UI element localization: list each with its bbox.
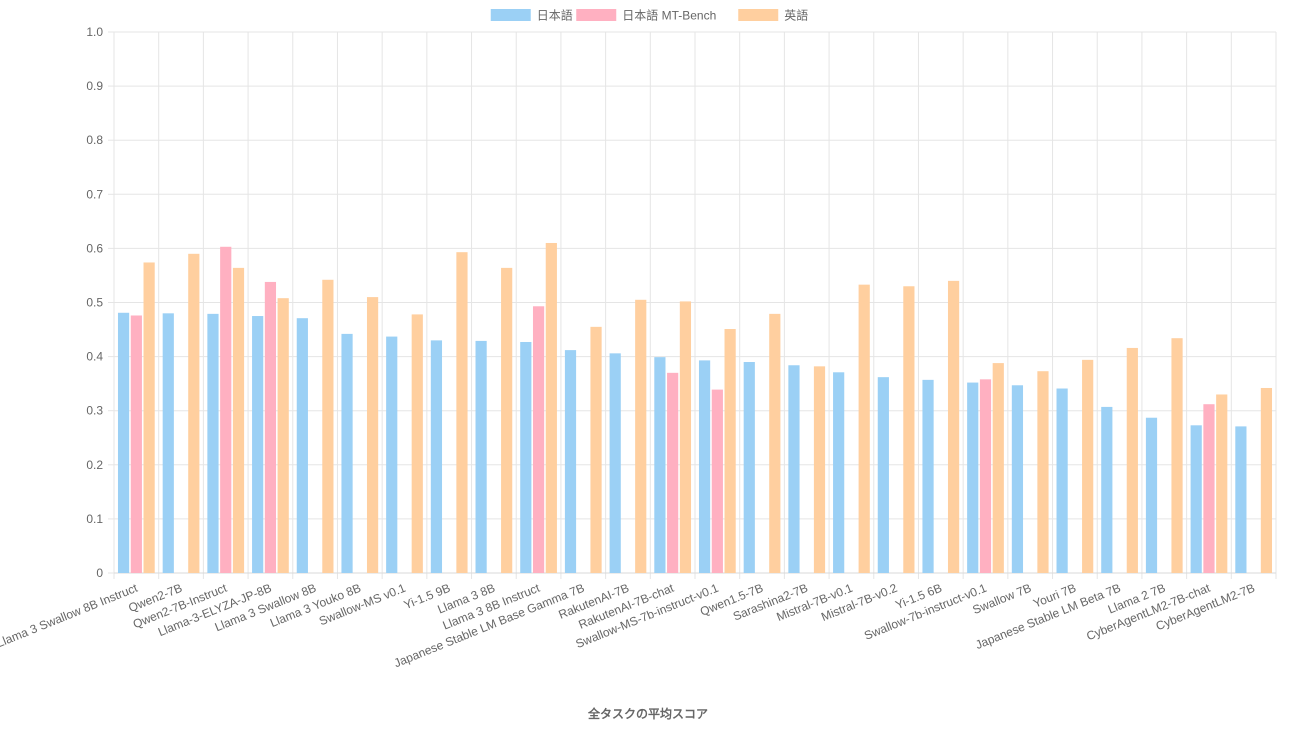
bar[interactable]	[1145, 417, 1158, 573]
bar[interactable]	[813, 366, 826, 573]
bar[interactable]	[207, 313, 219, 573]
legend-swatch	[576, 9, 617, 21]
bar[interactable]	[1056, 388, 1068, 573]
bar[interactable]	[1216, 394, 1228, 573]
bar[interactable]	[322, 279, 334, 573]
bar[interactable]	[117, 312, 130, 573]
bar[interactable]	[130, 315, 142, 573]
bar[interactable]	[296, 318, 308, 573]
bar[interactable]	[711, 389, 723, 573]
bar[interactable]	[947, 280, 960, 573]
y-tick-label: 0	[96, 566, 103, 580]
legend[interactable]: 日本語 日本語 MT-Bench 英語	[490, 8, 809, 23]
bar[interactable]	[232, 267, 245, 573]
y-tick-label: 0.4	[86, 350, 103, 364]
y-tick-label: 0.3	[86, 404, 103, 418]
bar[interactable]	[220, 246, 232, 574]
x-axis-title: 全タスクの平均スコア	[587, 706, 708, 721]
bar[interactable]	[1171, 338, 1183, 573]
bar[interactable]	[1037, 371, 1049, 573]
bar[interactable]	[1235, 426, 1247, 573]
y-tick-label: 0.2	[86, 458, 103, 472]
bar[interactable]	[520, 341, 532, 573]
legend-swatch	[490, 9, 531, 21]
bar[interactable]	[501, 267, 513, 573]
legend-swatch	[738, 9, 779, 21]
bar[interactable]	[264, 281, 277, 573]
bar[interactable]	[341, 333, 353, 573]
bar[interactable]	[188, 253, 200, 573]
bar[interactable]	[769, 313, 781, 573]
bar[interactable]	[1126, 347, 1138, 573]
legend-item[interactable]: 日本語	[490, 8, 573, 23]
y-tick-label: 0.6	[86, 241, 103, 255]
bar[interactable]	[967, 382, 979, 573]
bar[interactable]	[1011, 385, 1024, 573]
y-tick-label: 0.7	[86, 187, 103, 201]
bar[interactable]	[724, 329, 736, 573]
bar[interactable]	[877, 377, 889, 573]
bar[interactable]	[411, 314, 423, 573]
bar[interactable]	[679, 301, 692, 573]
bar[interactable]	[143, 262, 155, 573]
bar[interactable]	[456, 252, 468, 573]
bar[interactable]	[743, 362, 755, 573]
y-tick-label: 0.9	[86, 79, 103, 93]
bar[interactable]	[1203, 404, 1215, 573]
gridlines	[108, 31, 1277, 579]
bar[interactable]	[545, 242, 557, 574]
bar[interactable]	[430, 340, 443, 573]
bar[interactable]	[162, 313, 174, 573]
bar[interactable]	[475, 340, 487, 573]
bar[interactable]	[667, 372, 679, 573]
bar[interactable]	[979, 379, 992, 573]
bar[interactable]	[635, 299, 647, 573]
legend-label: 日本語	[537, 8, 573, 23]
bar[interactable]	[1190, 425, 1202, 573]
bar[interactable]	[564, 350, 577, 573]
x-axis-ticks: Llama 3 Swallow 8B InstructQwen2-7BQwen2…	[0, 581, 1257, 671]
bar[interactable]	[788, 365, 800, 573]
y-tick-label: 1.0	[86, 25, 103, 39]
legend-item[interactable]: 日本語 MT-Bench	[576, 8, 716, 23]
bar[interactable]	[1260, 387, 1273, 573]
legend-label: 日本語 MT-Bench	[622, 8, 716, 23]
bar[interactable]	[252, 316, 264, 573]
bar[interactable]	[277, 298, 289, 573]
x-tick-label: Llama 3 Swallow 8B Instruct	[0, 581, 140, 651]
bar[interactable]	[1101, 406, 1113, 573]
bar[interactable]	[590, 326, 602, 573]
y-axis-ticks: 0 0.1 0.2 0.3 0.4 0.5 0.6 0.7 0.8 0.9 1.0	[86, 25, 103, 580]
bar[interactable]	[992, 363, 1004, 573]
y-tick-label: 0.5	[86, 296, 103, 310]
bar[interactable]	[609, 353, 621, 573]
bars	[117, 242, 1273, 574]
bar[interactable]	[903, 286, 915, 573]
bar[interactable]	[833, 372, 845, 573]
legend-label: 英語	[784, 8, 808, 23]
bar[interactable]	[698, 360, 711, 573]
bar[interactable]	[922, 379, 934, 573]
bar[interactable]	[366, 297, 379, 573]
bar[interactable]	[532, 306, 545, 573]
bar[interactable]	[858, 284, 870, 573]
bar[interactable]	[654, 357, 666, 573]
bar[interactable]	[386, 336, 398, 573]
legend-item[interactable]: 英語	[738, 8, 808, 23]
bar[interactable]	[1082, 359, 1094, 573]
y-tick-label: 0.1	[86, 512, 103, 526]
y-tick-label: 0.8	[86, 133, 103, 147]
